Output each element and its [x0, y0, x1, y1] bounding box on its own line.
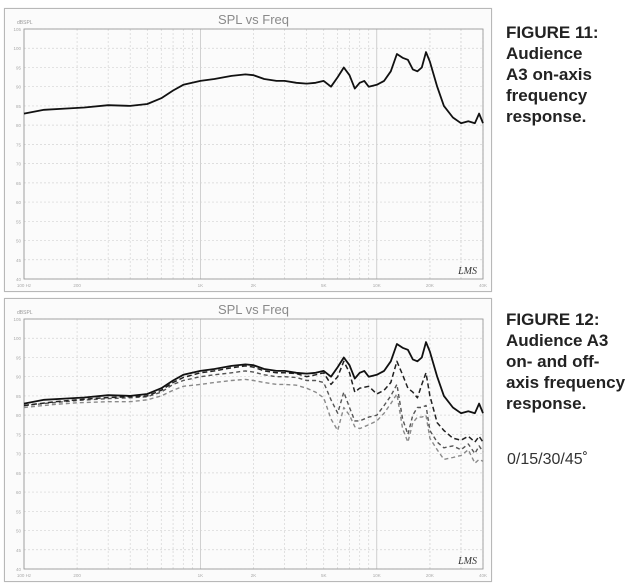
plot-frame: [23, 318, 484, 570]
y-tick-label: 70: [16, 452, 22, 457]
figure-12-caption-line: response.: [506, 394, 587, 413]
x-tick-label: 1K: [198, 573, 204, 578]
figure-11-caption-line: A3 on-axis: [506, 65, 592, 84]
x-tick-label: 40K: [479, 573, 487, 578]
y-tick-label: 90: [16, 375, 22, 380]
figure-11-caption-line: Audience: [506, 44, 583, 63]
series-line-0deg: [23, 51, 484, 125]
x-tick-label: 2K: [251, 283, 257, 288]
figure-12-angles-note: 0/15/30/45˚: [507, 451, 588, 468]
y-axis-label: dBSPL: [17, 310, 33, 316]
figure-11-caption: FIGURE 11: Audience A3 on-axis frequency…: [506, 22, 636, 127]
y-tick-label: 85: [16, 104, 22, 109]
x-tick-label: 20K: [426, 573, 434, 578]
x-tick-label: 100 Hz: [17, 283, 32, 288]
x-tick-label: 10K: [373, 573, 381, 578]
grid: [23, 318, 484, 570]
x-tick-label: 20K: [426, 283, 434, 288]
figure-12-chart: SPL vs Freq dBSPL 105 100 95 90 85 80 75 70 65 60 55…: [4, 298, 492, 582]
y-tick-label: 105: [13, 317, 21, 322]
y-tick-label: 50: [16, 239, 22, 244]
series-line-0deg: [23, 341, 484, 415]
series-line-45deg: [23, 378, 484, 464]
figure-12-caption: FIGURE 12: Audience A3 on- and off- axis…: [506, 309, 636, 414]
figure-12-caption-line: axis frequency: [506, 373, 626, 392]
series-line-15deg: [23, 360, 484, 443]
x-tick-label: 5K: [321, 573, 327, 578]
y-tick-label: 70: [16, 162, 22, 167]
x-tick-label: 100 Hz: [17, 573, 32, 578]
x-tick-label: 200: [73, 283, 81, 288]
figure-11-caption-line: frequency: [506, 86, 588, 105]
lms-watermark: LMS: [457, 266, 477, 277]
y-tick-label: 75: [16, 142, 22, 147]
y-tick-label: 65: [16, 181, 22, 186]
y-axis-label: dBSPL: [17, 20, 33, 26]
x-tick-label: 10K: [373, 283, 381, 288]
chart-title: SPL vs Freq: [218, 302, 289, 317]
y-tick-label: 65: [16, 471, 22, 476]
y-tick-label: 55: [16, 509, 22, 514]
y-tick-label: 105: [13, 27, 21, 32]
y-tick-label: 95: [16, 355, 22, 360]
figure-12-caption-line: Audience A3: [506, 331, 609, 350]
y-tick-label: 50: [16, 529, 22, 534]
figure-12-caption-line: on- and off-: [506, 352, 600, 371]
y-tick-label: 100: [13, 336, 21, 341]
figure-12-label: FIGURE 12:: [506, 310, 600, 329]
y-tick-label: 90: [16, 85, 22, 90]
y-tick-label: 60: [16, 490, 22, 495]
y-tick-label: 80: [16, 413, 22, 418]
y-tick-label: 45: [16, 258, 22, 263]
y-tick-label: 45: [16, 548, 22, 553]
figure-11-caption-line: response.: [506, 107, 587, 126]
x-tick-label: 1K: [198, 283, 204, 288]
figure-11-chart: SPL vs Freq dBSPL 105 100 95 90 85 80 75 70 65 60 55…: [4, 8, 492, 292]
y-tick-label: 85: [16, 394, 22, 399]
x-tick-label: 2K: [251, 573, 257, 578]
lms-watermark: LMS: [457, 556, 477, 567]
y-tick-label: 40: [16, 277, 22, 282]
y-tick-label: 100: [13, 46, 21, 51]
y-tick-label: 95: [16, 65, 22, 70]
x-tick-label: 200: [73, 573, 81, 578]
figure-11-label: FIGURE 11:: [506, 23, 599, 42]
grid: [23, 28, 484, 280]
x-tick-label: 40K: [479, 283, 487, 288]
x-tick-label: 5K: [321, 283, 327, 288]
chart-title: SPL vs Freq: [218, 12, 289, 27]
y-tick-label: 75: [16, 432, 22, 437]
y-tick-label: 80: [16, 123, 22, 128]
y-tick-label: 60: [16, 200, 22, 205]
plot-frame: [23, 28, 484, 280]
y-tick-label: 55: [16, 219, 22, 224]
y-tick-label: 40: [16, 567, 22, 572]
